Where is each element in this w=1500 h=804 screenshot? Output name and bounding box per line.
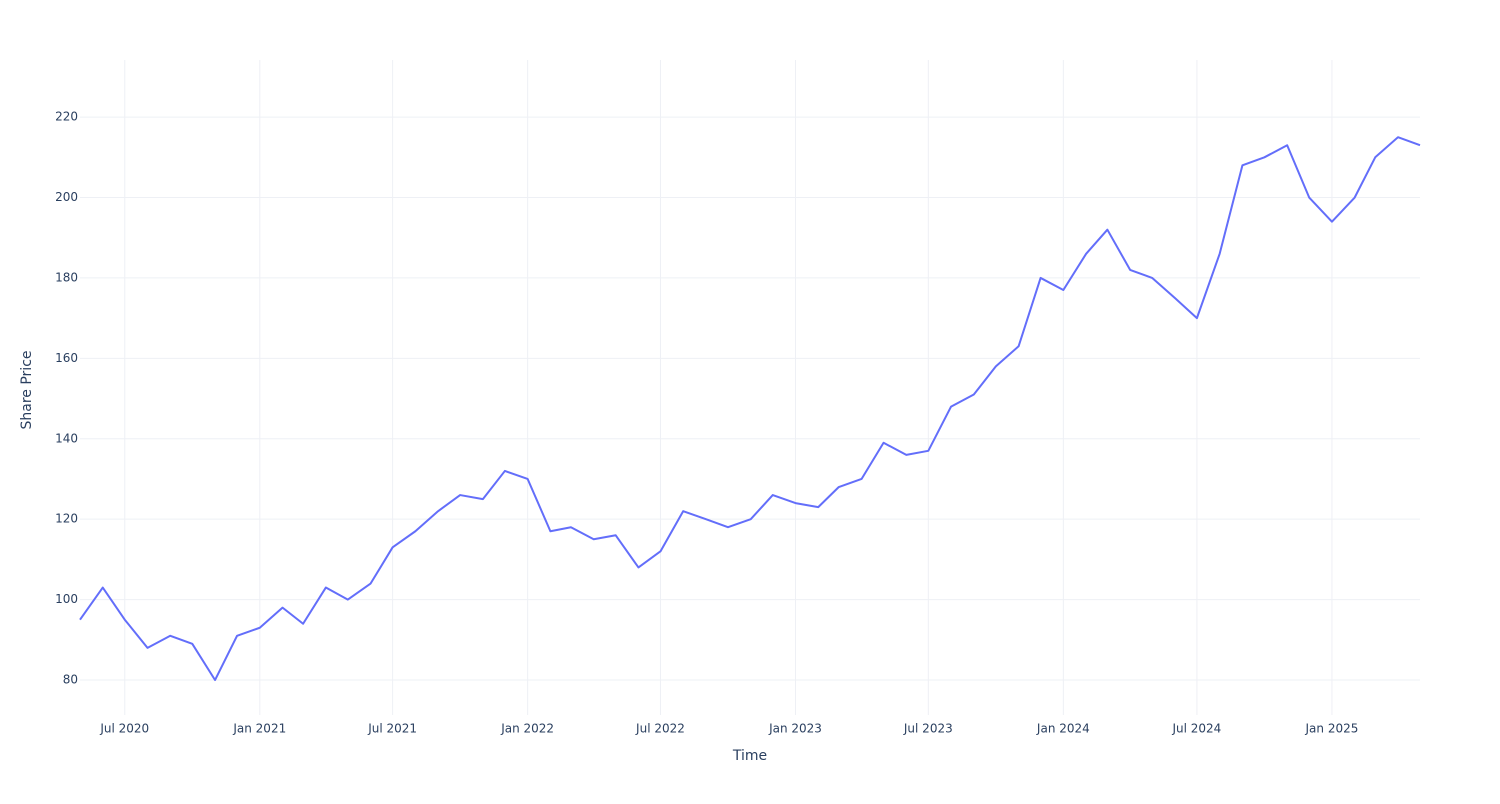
y-axis-title: Share Price bbox=[19, 350, 35, 429]
y-tick-label: 100 bbox=[55, 592, 78, 606]
y-tick-label: 80 bbox=[63, 673, 78, 687]
x-tick-label: Jan 2025 bbox=[1305, 722, 1359, 736]
x-tick-label: Jul 2020 bbox=[99, 722, 149, 736]
y-tick-label: 160 bbox=[55, 351, 78, 365]
x-tick-label: Jul 2022 bbox=[635, 722, 685, 736]
x-tick-label: Jan 2024 bbox=[1036, 722, 1090, 736]
x-tick-label: Jul 2023 bbox=[903, 722, 953, 736]
y-tick-label: 220 bbox=[55, 110, 78, 124]
y-tick-label: 200 bbox=[55, 190, 78, 204]
x-tick-label: Jul 2024 bbox=[1171, 722, 1221, 736]
y-tick-label: 140 bbox=[55, 431, 78, 445]
price-line bbox=[79, 136, 1421, 682]
x-tick-label: Jul 2021 bbox=[367, 722, 417, 736]
x-tick-label: Jan 2022 bbox=[500, 722, 554, 736]
x-tick-label: Jan 2021 bbox=[232, 722, 286, 736]
x-axis-title: Time bbox=[732, 748, 767, 764]
x-tick-label: Jan 2023 bbox=[768, 722, 822, 736]
y-tick-label: 180 bbox=[55, 270, 78, 284]
y-tick-label: 120 bbox=[55, 512, 78, 526]
